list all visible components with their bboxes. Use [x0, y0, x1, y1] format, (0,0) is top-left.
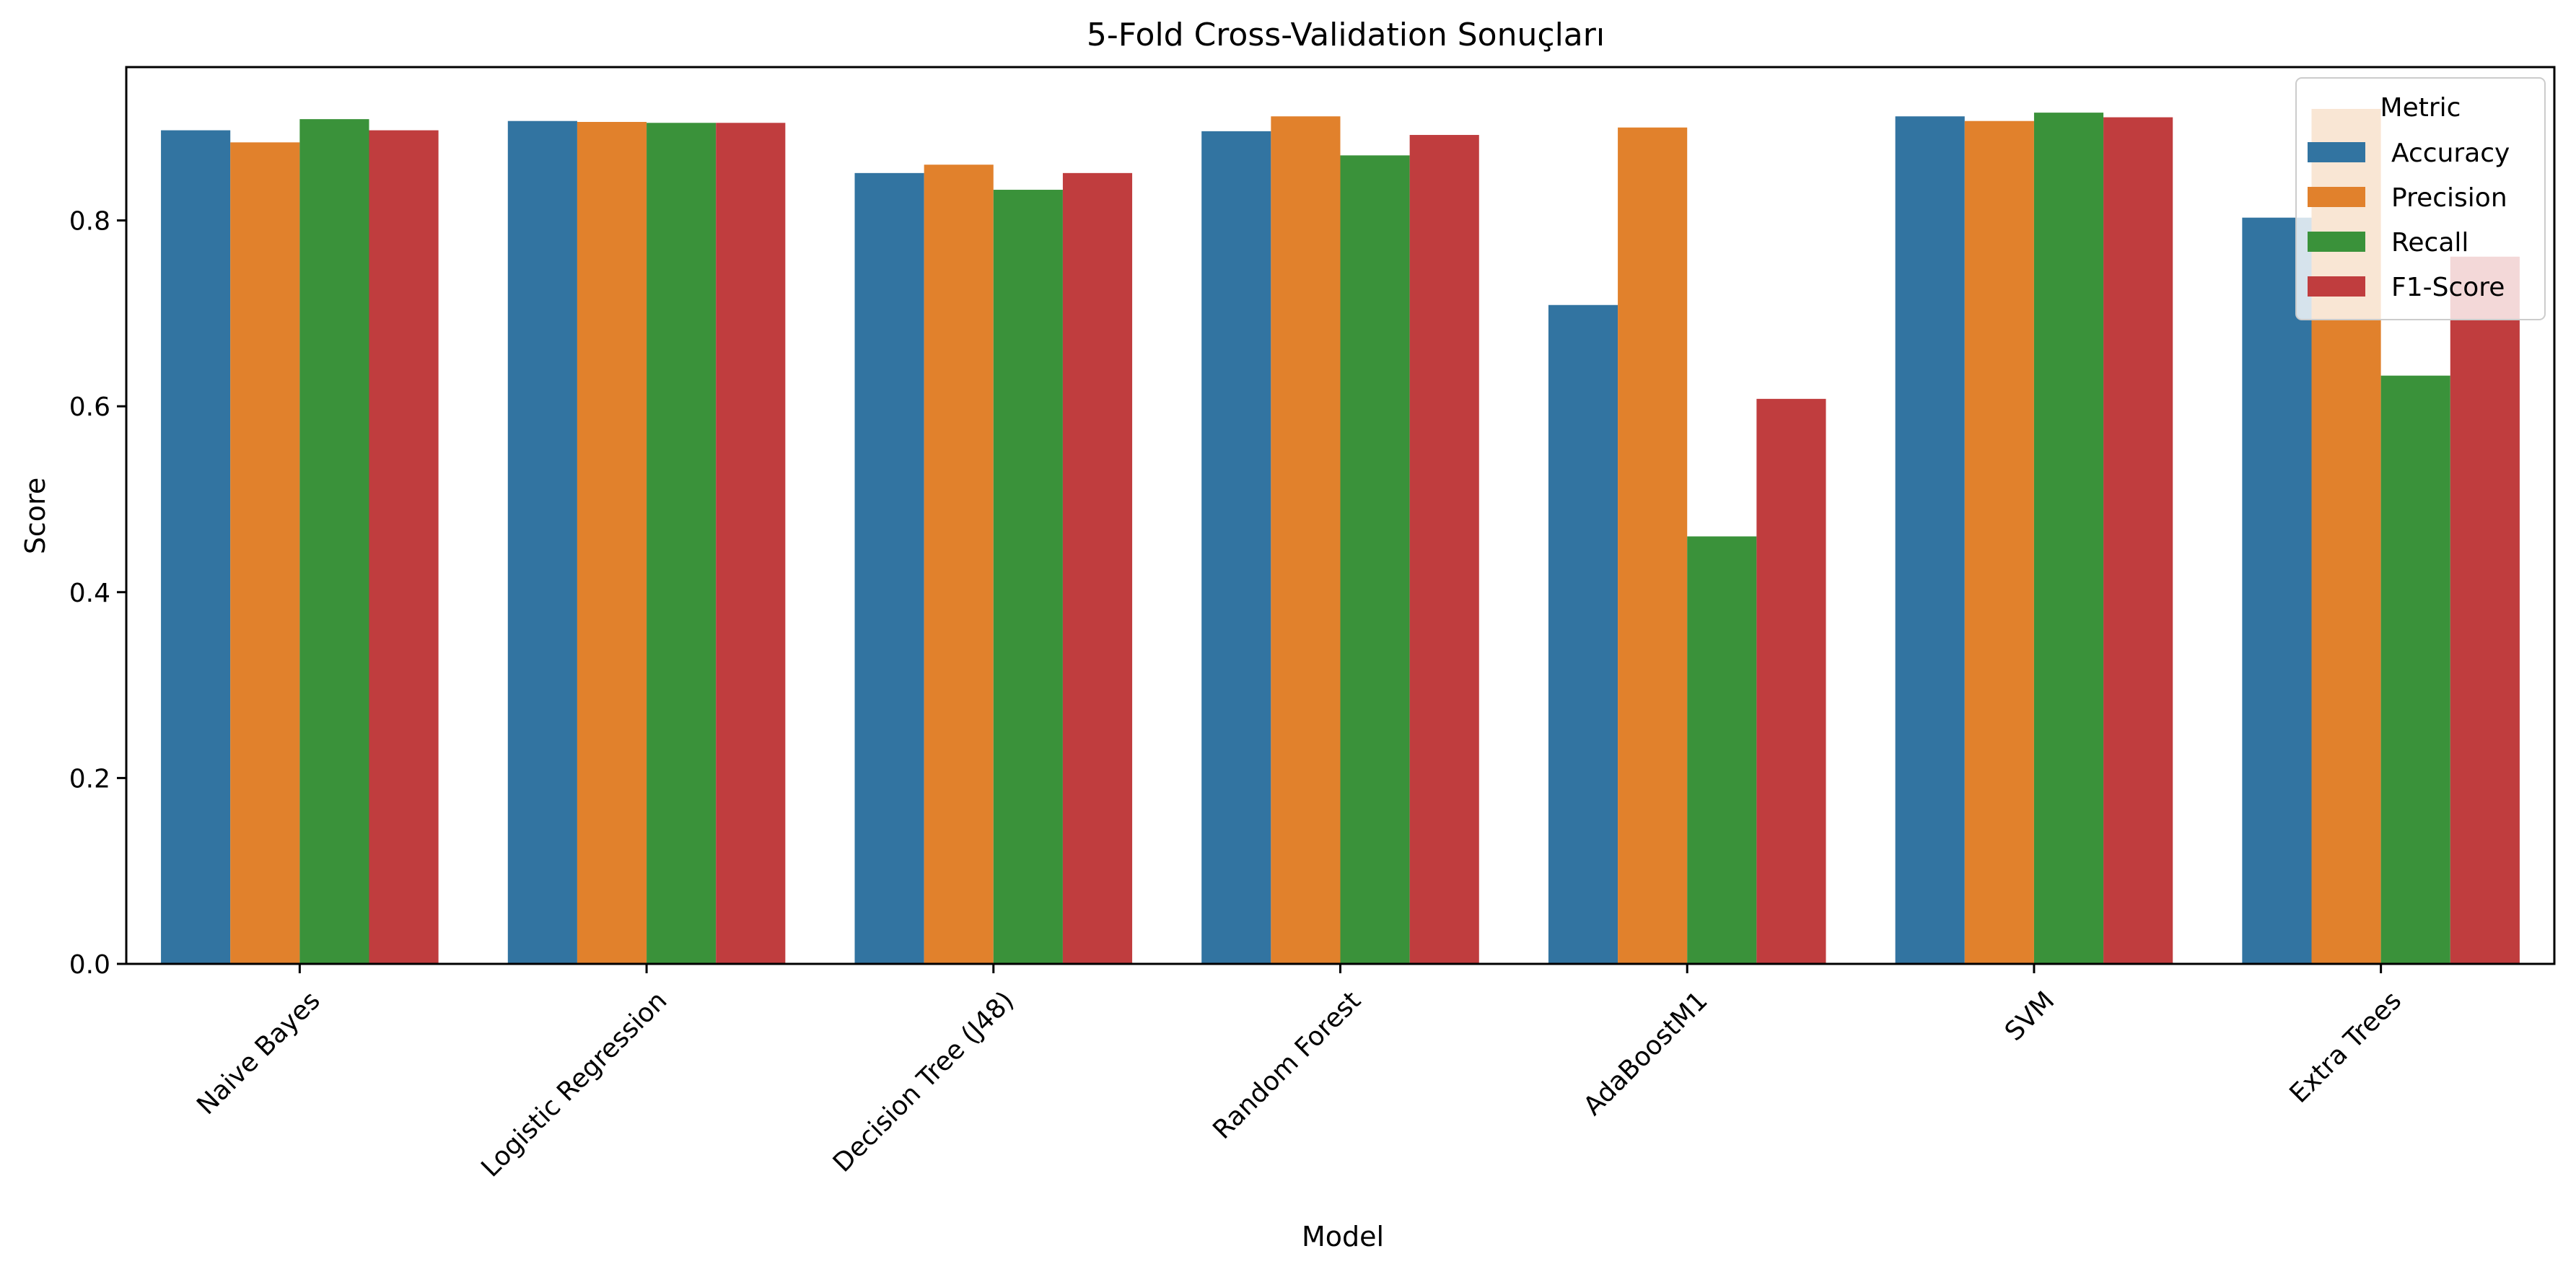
bar-precision-5 — [1964, 120, 2034, 965]
bar-recall-1 — [647, 123, 717, 964]
bar-f1-score-6 — [2450, 256, 2520, 964]
legend-swatch — [2308, 276, 2365, 297]
legend-swatch — [2308, 142, 2365, 162]
bar-accuracy-6 — [2242, 217, 2312, 964]
x-tick-label: AdaBoostM1 — [1578, 986, 1714, 1121]
bar-recall-2 — [993, 190, 1063, 964]
bar-f1-score-5 — [2103, 117, 2173, 964]
bar-accuracy-0 — [161, 130, 231, 965]
bar-recall-3 — [1340, 155, 1410, 964]
bar-f1-score-2 — [1062, 172, 1133, 965]
y-tick-label: 0.4 — [69, 579, 110, 608]
y-tick-label: 0.6 — [69, 392, 110, 422]
x-tick-label: SVM — [1999, 986, 2061, 1047]
legend-label: Precision — [2391, 183, 2507, 213]
y-axis: 0.0 0.2 0.4 0.6 0.8 — [69, 207, 126, 980]
legend-label: Accuracy — [2391, 139, 2510, 168]
bars — [161, 108, 2520, 965]
x-tick-label: Random Forest — [1207, 986, 1367, 1145]
x-tick-label: Decision Tree (J48) — [828, 986, 1020, 1177]
bar-precision-1 — [577, 122, 647, 964]
x-axis-label: Model — [1302, 1221, 1384, 1252]
bar-precision-4 — [1618, 127, 1688, 965]
bar-recall-4 — [1687, 536, 1757, 964]
bar-accuracy-2 — [854, 172, 924, 965]
legend-label: Recall — [2391, 228, 2468, 258]
legend-title: Metric — [2380, 93, 2461, 123]
y-axis-label: Score — [19, 478, 51, 554]
bar-precision-3 — [1271, 116, 1341, 964]
bar-accuracy-1 — [507, 120, 577, 965]
legend-swatch — [2308, 232, 2365, 252]
bar-recall-5 — [2033, 113, 2104, 964]
y-tick-label: 0.8 — [69, 207, 110, 237]
x-tick-label: Naive Bayes — [191, 986, 326, 1120]
bar-accuracy-5 — [1895, 116, 1965, 964]
bar-f1-score-1 — [716, 123, 786, 964]
legend-label: F1-Score — [2391, 273, 2505, 302]
bar-precision-0 — [230, 142, 300, 965]
legend: Metric Accuracy Precision Recall F1-Score — [2295, 77, 2546, 320]
legend-swatch — [2308, 187, 2365, 207]
x-tick-label: Logistic Regression — [476, 986, 673, 1182]
bar-recall-6 — [2380, 375, 2450, 964]
x-tick-label: Extra Trees — [2284, 986, 2408, 1109]
bar-f1-score-3 — [1409, 135, 1479, 964]
bar-recall-0 — [299, 119, 369, 964]
bar-accuracy-4 — [1548, 304, 1618, 964]
bar-f1-score-0 — [369, 130, 439, 965]
y-tick-label: 0.0 — [69, 950, 110, 980]
chart-title: 5-Fold Cross-Validation Sonuçları — [1087, 17, 1605, 53]
bar-f1-score-4 — [1756, 398, 1826, 964]
bar-precision-2 — [924, 164, 994, 964]
y-tick-label: 0.2 — [69, 764, 110, 794]
x-axis: Naive Bayes Logistic Regression Decision T… — [191, 964, 2407, 1183]
bar-accuracy-3 — [1201, 131, 1271, 964]
legend-box — [2295, 77, 2546, 320]
